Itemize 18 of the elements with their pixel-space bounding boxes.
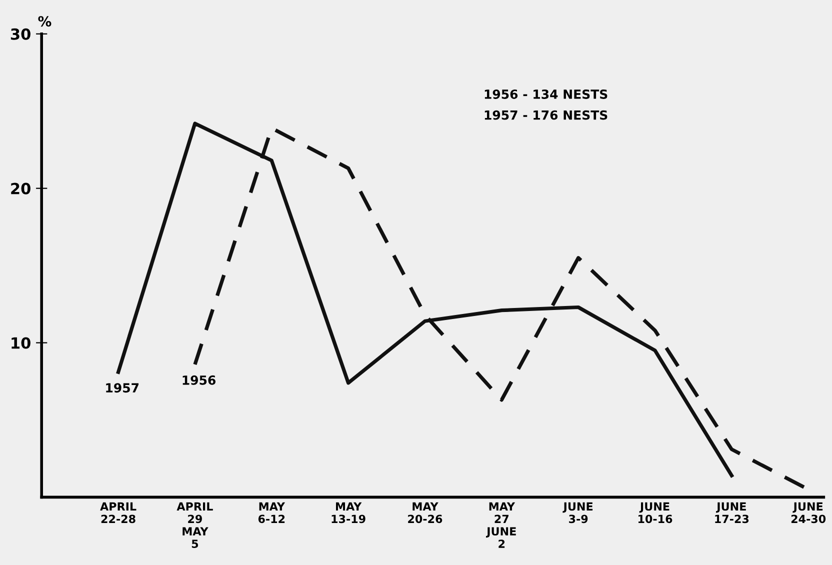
x-tick-label: MAY 13-19 [332,502,366,524]
x-tick-label: MAY 27 JUNE 2 [486,502,516,548]
series-label: 1957 [106,383,139,393]
x-tick-label: MAY 6-12 [258,502,286,524]
x-tick-label: JUNE 24-30 [791,502,826,524]
x-tick-label: JUNE 17-23 [715,502,749,524]
x-tick-label: APRIL 22-28 [100,502,136,524]
series-label: 1956 [182,375,216,385]
y-tick-label: 10 [12,337,30,349]
annotation: 1956 - 134 NESTS [484,89,608,99]
x-tick-label: JUNE 10-16 [638,502,672,524]
annotation: 1957 - 176 NESTS [484,110,608,120]
y-axis-title: % [38,16,52,27]
y-tick-label: 30 [10,28,30,40]
x-tick-label: JUNE 3-9 [562,502,593,524]
x-tick-label: APRIL 29 MAY 5 [176,502,213,548]
x-tick-label: MAY 20-26 [408,502,442,524]
y-tick-label: 20 [11,182,30,194]
